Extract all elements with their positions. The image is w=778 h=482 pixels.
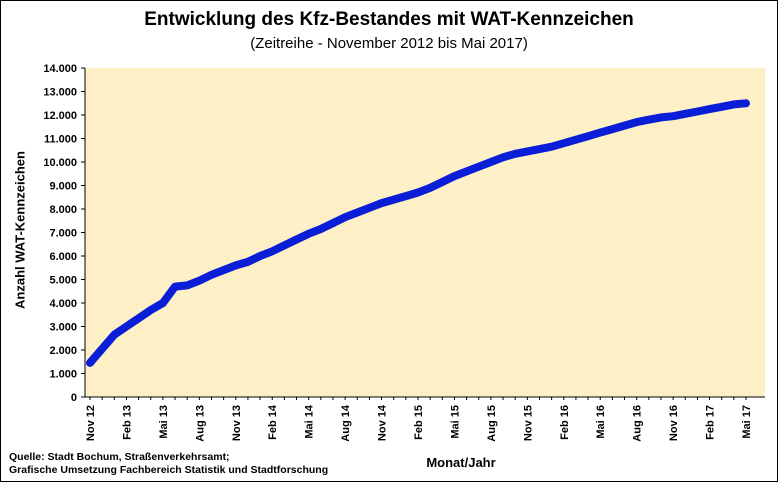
x-tick-label: Aug 16 [632,405,644,442]
x-tick-label: Nov 16 [668,405,680,441]
chart-subtitle: (Zeitreihe - November 2012 bis Mai 2017) [250,35,528,52]
x-tick-label: Feb 16 [559,405,571,440]
source-line-2: Grafische Umsetzung Fachbereich Statisti… [9,464,329,476]
x-tick-label: Mai 17 [741,405,753,439]
y-axis-label-container: Anzahl WAT-Kennzeichen [3,63,37,397]
chart-title: Entwicklung des Kfz-Bestandes mit WAT-Ke… [144,9,634,30]
x-tick-label: Nov 13 [231,405,243,441]
y-tick-label: 0 [71,392,77,404]
x-tick-label: Aug 15 [486,405,498,442]
y-tick-label: 11.000 [44,134,77,146]
y-tick-label: 9.000 [49,181,77,193]
x-tick-label: Feb 13 [121,405,133,440]
y-axis-label: Anzahl WAT-Kennzeichen [12,151,28,309]
x-tick-label: Aug 14 [340,404,352,442]
x-tick-label: Feb 15 [413,405,425,440]
x-tick-label: Mai 16 [595,405,607,439]
y-tick-label: 5.000 [49,275,77,287]
x-tick-label: Mai 14 [304,404,316,439]
source-note: Quelle: Stadt Bochum, Straßenverkehrsamt… [9,451,328,477]
y-tick-label: 4.000 [49,298,77,310]
y-tick-label: 6.000 [49,251,77,263]
x-axis-label: Monat/Jahr [426,455,496,470]
y-tick-label: 14.000 [43,63,77,75]
y-tick-label: 10.000 [43,157,77,169]
y-tick-label: 7.000 [49,228,77,240]
x-tick-label: Aug 13 [194,405,206,442]
y-tick-label: 8.000 [49,204,77,216]
y-tick-label: 12.000 [43,110,77,122]
x-tick-label: Nov 14 [377,404,389,441]
x-tick-label: Feb 17 [705,405,717,440]
x-tick-label: Nov 12 [85,405,97,441]
y-tick-label: 13.000 [43,87,77,99]
y-tick-label: 1.000 [49,369,77,381]
x-tick-label: Feb 14 [267,404,279,440]
y-axis-ticks: 0 1.000 2.000 3.000 4.000 5.000 6.000 7.000 8.00… [43,63,85,404]
series-line [86,99,750,367]
x-tick-label: Mai 15 [449,405,461,439]
y-tick-label: 3.000 [49,322,77,334]
y-tick-label: 2.000 [49,345,77,357]
source-line-1: Quelle: Stadt Bochum, Straßenverkehrsamt… [9,451,230,463]
x-tick-label: Mai 13 [158,405,170,439]
x-tick-label: Nov 15 [522,405,534,441]
x-axis-ticks: Nov 12 Feb 13 Mai 13 Aug 13 Nov 13 Feb 14 Mai … [85,397,753,442]
